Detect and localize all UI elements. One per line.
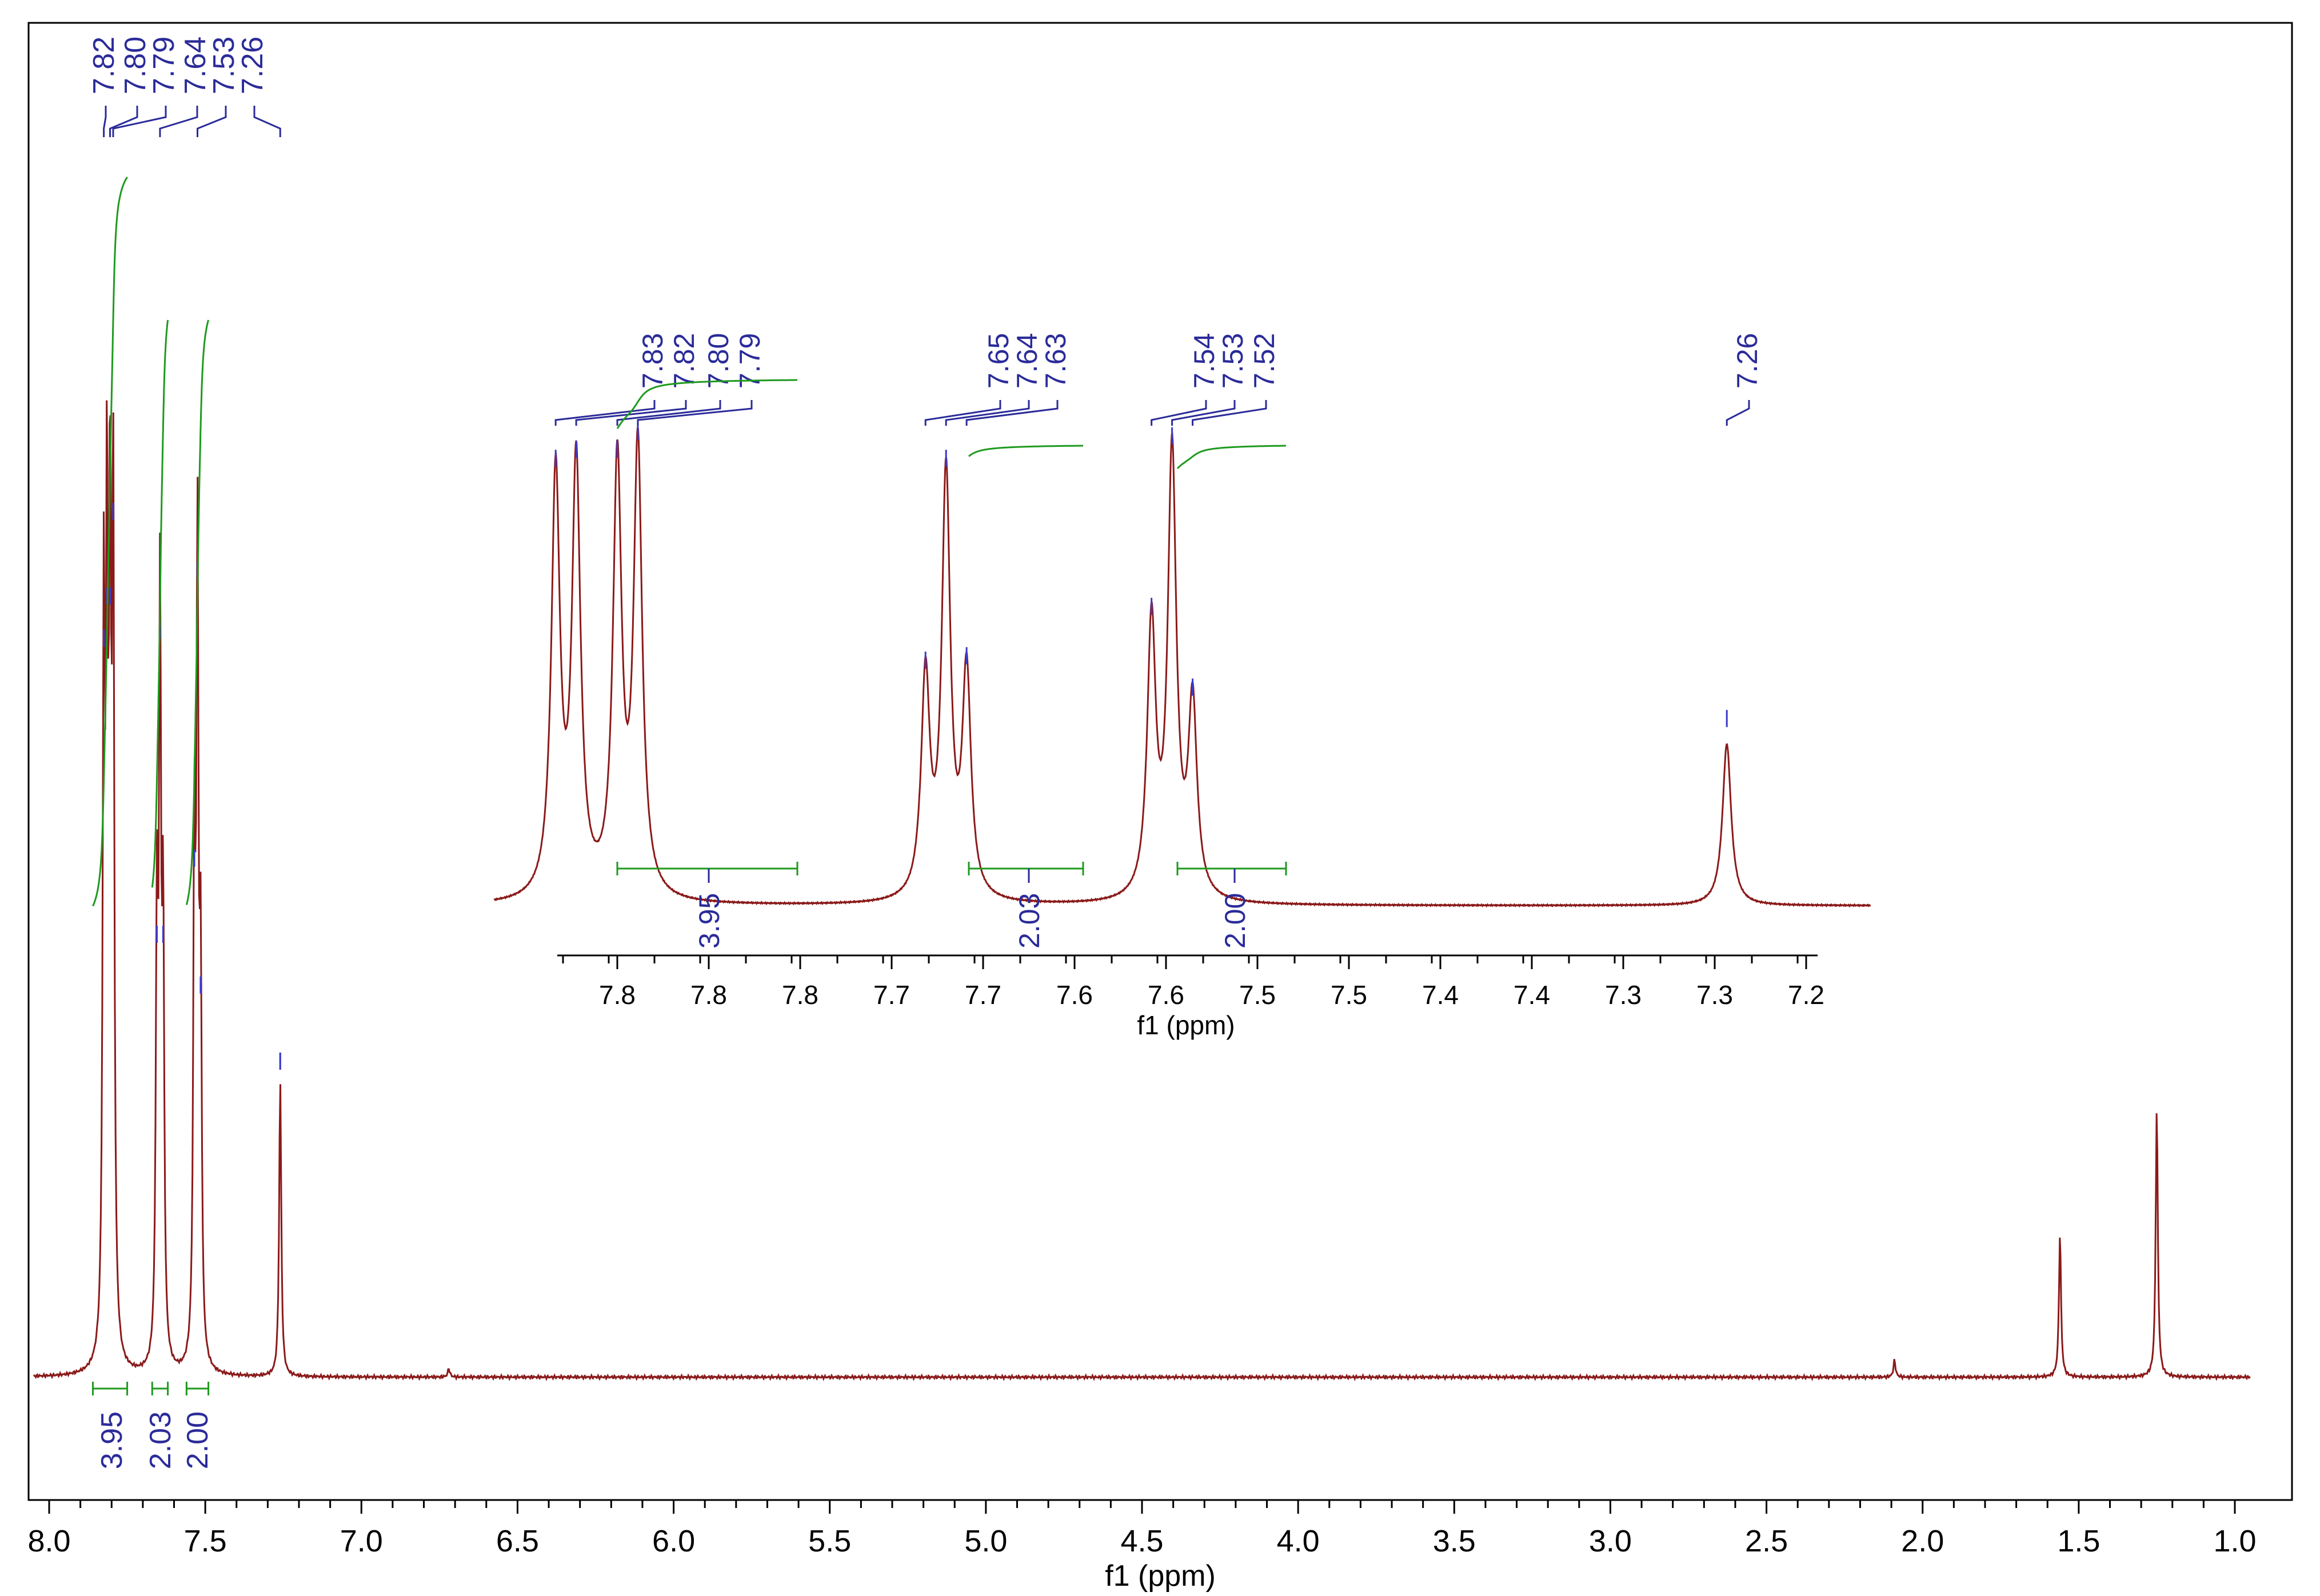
peak-label-leader (103, 106, 107, 137)
inset-x-tick-label: 7.3 (1696, 980, 1733, 1010)
peak-label-leader (112, 106, 167, 137)
peak-label-leader (253, 106, 281, 137)
inset-x-tick-label: 7.4 (1422, 980, 1459, 1010)
inset-x-tick-label: 7.8 (690, 980, 727, 1010)
inset-peak-label: 7.83 (637, 333, 669, 389)
inset-x-tick-label: 7.7 (965, 980, 1001, 1010)
integral-value: 3.95 (95, 1411, 129, 1469)
inset-peak-label: 7.80 (702, 333, 734, 389)
inset-spectrum-panel: 7.83 7.82 7.80 7.79 7.657.647.63 7.547.53 7.52… (493, 333, 1871, 1040)
inset-peak-label: 7.26 (1731, 333, 1763, 389)
inset-x-tick-label: 7.3 (1605, 980, 1642, 1010)
x-tick-label: 1.5 (2057, 1524, 2100, 1558)
x-tick-label: 7.5 (184, 1524, 227, 1558)
inset-x-tick-label: 7.6 (1056, 980, 1093, 1010)
inset-integral-curve (968, 445, 1083, 457)
inset-peak-label: 7.64 (1011, 333, 1043, 389)
inset-peak-label-leader (924, 400, 1001, 426)
peak-label: 7.53 (207, 37, 241, 94)
inset-peak-label: 7.54 (1188, 333, 1220, 389)
inset-x-tick-label: 7.6 (1148, 980, 1184, 1010)
inset-peak-label-leader (1726, 400, 1750, 426)
inset-x-tick-label: 7.5 (1239, 980, 1276, 1010)
inset-x-axis-label: f1 (ppm) (1137, 1010, 1235, 1040)
inset-x-tick-label: 7.2 (1788, 980, 1824, 1010)
peak-label-leader (196, 106, 227, 137)
peak-label: 7.80 (119, 37, 152, 94)
inset-integral-value: 3.95 (693, 893, 725, 949)
inset-peak-label-leader (616, 400, 721, 426)
inset-integral-curve (1176, 445, 1286, 469)
x-tick-label: 3.5 (1433, 1524, 1476, 1558)
inset-peak-label-leader (1151, 400, 1207, 426)
inset-peak-label: 7.65 (983, 333, 1015, 389)
inset-integral-curve (616, 379, 797, 429)
inset-peak-label: 7.63 (1040, 333, 1072, 389)
inset-peak-label-leader (637, 400, 753, 426)
inset-peak-label: 7.79 (734, 333, 766, 389)
inset-x-tick-label: 7.5 (1331, 980, 1367, 1010)
inset-peak-label: 7.53 (1217, 333, 1249, 389)
inset-x-tick-label: 7.8 (782, 980, 818, 1010)
inset-peak-label-leader (554, 400, 656, 426)
peak-label: 7.26 (236, 37, 269, 94)
integral-value: 2.03 (144, 1411, 177, 1469)
peak-label: 7.82 (87, 37, 121, 94)
inset-x-tick-label: 7.8 (599, 980, 636, 1010)
inset-integral-value: 2.03 (1013, 893, 1045, 949)
peak-label: 7.64 (179, 37, 212, 94)
x-tick-label: 2.5 (1745, 1524, 1788, 1558)
x-tick-label: 4.5 (1120, 1524, 1163, 1558)
x-tick-label: 5.0 (964, 1524, 1007, 1558)
x-tick-label: 4.0 (1277, 1524, 1320, 1558)
inset-x-tick-label: 7.4 (1514, 980, 1550, 1010)
peak-label: 7.79 (147, 37, 181, 94)
inset-peak-label: 7.52 (1248, 333, 1280, 389)
x-tick-label: 7.0 (340, 1524, 383, 1558)
inset-peak-label-leader (1171, 400, 1236, 426)
x-tick-label: 5.5 (808, 1524, 851, 1558)
inset-peak-label: 7.82 (668, 333, 700, 389)
inset-peak-label-leader (965, 400, 1059, 426)
plot-frame (27, 22, 2293, 1501)
x-tick-label: 8.0 (27, 1524, 70, 1558)
integral-curve (185, 319, 210, 905)
peak-label-leader (109, 106, 138, 137)
x-tick-label: 6.5 (496, 1524, 539, 1558)
x-tick-label: 6.0 (652, 1524, 695, 1558)
x-tick-label: 1.0 (2213, 1524, 2256, 1558)
integral-value: 2.00 (181, 1411, 214, 1469)
inset-spectrum-line (493, 427, 1871, 908)
main-spectrum-line (33, 400, 2251, 1382)
integral-curve (92, 177, 128, 907)
integral-curve (151, 319, 169, 888)
x-tick-label: 2.0 (1901, 1524, 1944, 1558)
inset-peak-label-leader (575, 400, 687, 426)
peak-label-leader (159, 106, 198, 137)
x-tick-label: 3.0 (1589, 1524, 1632, 1558)
inset-peak-label-leader (945, 400, 1030, 426)
inset-integral-value: 2.00 (1219, 893, 1251, 949)
inset-peak-label-leader (1192, 400, 1267, 426)
inset-x-tick-label: 7.7 (873, 980, 910, 1010)
main-spectrum-panel: 7.827.807.797.647.537.263.95 2.03 2.008.0 7… (27, 22, 2293, 1593)
x-axis-label: f1 (ppm) (1105, 1559, 1216, 1593)
